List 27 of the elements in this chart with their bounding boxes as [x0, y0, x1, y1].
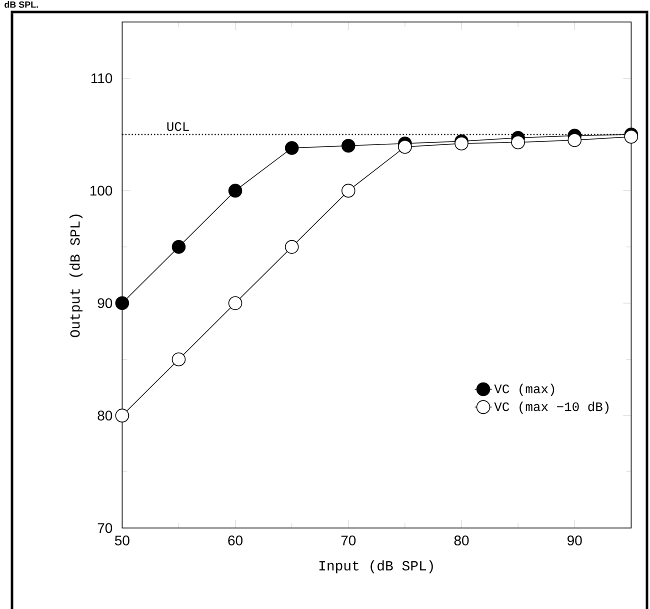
x-tick-label: 70 [341, 536, 356, 546]
point [511, 135, 525, 150]
y-tick-label: 70 [98, 523, 112, 533]
point [568, 133, 582, 147]
x-axis-title: Input (dB SPL) [319, 560, 433, 574]
point [454, 136, 468, 150]
point [398, 140, 412, 154]
y-axis-title: Output (dB SPL) [70, 214, 83, 338]
point [228, 184, 242, 198]
legend-label: VC (max −10 dB) [494, 402, 609, 414]
y-tick-label: 100 [90, 186, 112, 196]
point [115, 408, 130, 422]
x-tick-label: 50 [114, 536, 130, 546]
ref-line-label: UCL [167, 122, 189, 131]
y-tick-label: 110 [91, 73, 112, 84]
point [341, 138, 356, 153]
y-tick-label: 80 [98, 410, 112, 421]
x-tick-label: 60 [228, 536, 242, 546]
x-tick-label: 90 [568, 536, 582, 546]
x-tick-label: 80 [454, 536, 469, 546]
point [172, 240, 186, 254]
point [115, 296, 130, 310]
point [284, 141, 299, 155]
legend-label: VC (max) [494, 384, 554, 396]
y-tick-label: 90 [98, 298, 112, 308]
text: dB SPL. [4, 1, 38, 8]
point [624, 130, 638, 144]
